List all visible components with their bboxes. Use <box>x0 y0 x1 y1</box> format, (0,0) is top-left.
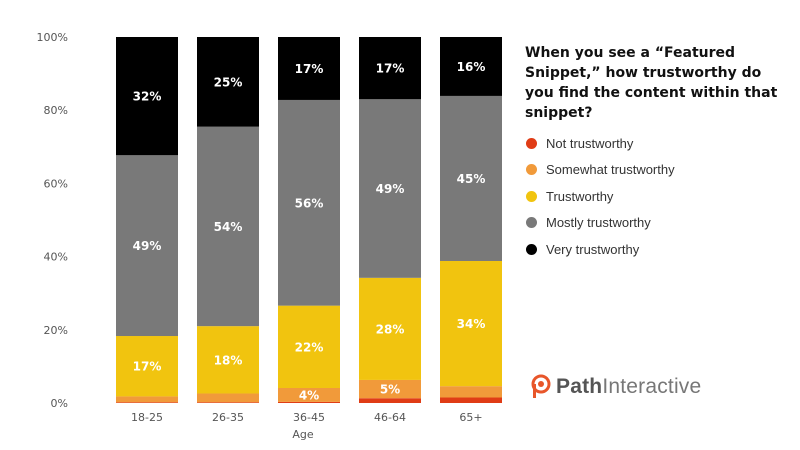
data-label: 32% <box>133 90 162 104</box>
bar-segment-not-trustworthy <box>359 398 421 403</box>
data-label: 49% <box>376 182 405 196</box>
data-label: 49% <box>133 239 162 253</box>
legend-swatch <box>526 243 537 255</box>
data-label: 5% <box>380 383 400 397</box>
bar-segment-trustworthy <box>278 305 340 388</box>
x-tick-label: 36-45 <box>293 411 325 424</box>
bar-column-18-25: 17% 49% 32% <box>116 37 178 403</box>
path-logo-icon <box>531 374 551 398</box>
bar-segment-mostly-trustworthy <box>197 126 259 327</box>
bar-segment-mostly-trustworthy <box>116 155 178 337</box>
legend-swatch <box>526 190 537 202</box>
legend-item: Very trustworthy <box>526 240 675 258</box>
bar-column-26-35: 18% 54% 25% <box>197 37 259 403</box>
bar-segment-trustworthy <box>359 277 421 380</box>
data-label: 17% <box>133 360 162 374</box>
bar-segment-somewhat-trustworthy <box>197 393 259 403</box>
bars: 17%49%32%18%54%25%4%22%56%17%5%28%49%17%… <box>116 37 502 403</box>
x-tick-label: 26-35 <box>212 411 244 424</box>
bar-segment-trustworthy <box>116 336 178 397</box>
x-tick-label: 18-25 <box>131 411 163 424</box>
bar-segment-somewhat-trustworthy <box>440 386 502 398</box>
bar-segment-very-trustworthy <box>197 37 259 127</box>
legend: Not trustworthy Somewhat trustworthy Trust… <box>526 134 675 267</box>
legend-label: Mostly trustworthy <box>546 215 651 230</box>
legend-swatch <box>526 164 537 175</box>
bar-segment-somewhat-trustworthy <box>359 379 421 399</box>
bar-column-46-64: 5% 28% 49% 17% <box>359 37 421 403</box>
data-label: 45% <box>457 172 486 186</box>
bar-column-65+: 34% 45% 16% <box>440 37 502 403</box>
legend-item: Somewhat trustworthy <box>526 161 675 179</box>
legend-item: Trustworthy <box>526 187 675 205</box>
data-label: 25% <box>214 75 243 89</box>
bar-column-36-45: 4% 22% 56% 17% <box>278 37 340 403</box>
bar-segment-not-trustworthy <box>278 401 340 403</box>
bar-segment-not-trustworthy <box>197 402 259 403</box>
bar-segment-very-trustworthy <box>359 37 421 100</box>
x-axis-title: Age <box>292 428 314 441</box>
y-tick-label: 100% <box>37 31 68 44</box>
y-tick-label: 40% <box>44 251 68 264</box>
data-label: 56% <box>295 196 324 210</box>
legend-label: Trustworthy <box>546 188 614 204</box>
data-label: 18% <box>214 353 243 367</box>
legend-label: Very trustworthy <box>546 241 640 257</box>
x-tick-label: 65+ <box>459 411 482 424</box>
legend-label: Somewhat trustworthy <box>546 162 675 177</box>
bar-segment-not-trustworthy <box>440 397 502 403</box>
bar-segment-somewhat-trustworthy <box>116 396 178 403</box>
bar-segment-somewhat-trustworthy <box>278 387 340 402</box>
legend-swatch <box>526 217 537 228</box>
y-tick-label: 60% <box>44 177 68 190</box>
bar-segment-mostly-trustworthy <box>440 95 502 261</box>
bar-segment-very-trustworthy <box>440 37 502 96</box>
x-tick-label: 46-64 <box>374 411 406 424</box>
data-label: 17% <box>295 62 324 76</box>
legend-item: Not trustworthy <box>526 134 675 152</box>
brand-name-interactive: Interactive <box>602 375 702 398</box>
y-tick-label: 20% <box>44 324 68 337</box>
data-label: 28% <box>376 322 405 336</box>
chart-title: When you see a “Featured Snippet,” how t… <box>525 45 778 121</box>
legend-swatch <box>526 137 537 149</box>
data-label: 17% <box>376 62 405 76</box>
bar-segment-mostly-trustworthy <box>359 99 421 278</box>
bar-segment-trustworthy <box>197 326 259 394</box>
y-axis: 0% 20% 40% 60% 80% 100% <box>37 31 68 410</box>
bar-segment-trustworthy <box>440 260 502 387</box>
y-tick-label: 0% <box>51 397 68 410</box>
brand-logo: PathInteractive <box>531 374 701 400</box>
y-tick-label: 80% <box>44 104 68 117</box>
bar-segment-mostly-trustworthy <box>278 99 340 306</box>
data-label: 4% <box>299 388 319 402</box>
bar-segment-very-trustworthy <box>278 37 340 100</box>
legend-label: Not trustworthy <box>546 135 634 151</box>
brand-name-path: Path <box>556 375 603 398</box>
legend-item: Mostly trustworthy <box>526 214 675 232</box>
x-axis: 18-25 26-35 36-45 46-64 65+ <box>131 411 483 424</box>
data-label: 22% <box>295 340 324 354</box>
bar-segment-not-trustworthy <box>116 402 178 403</box>
data-label: 34% <box>457 317 486 331</box>
bar-segment-very-trustworthy <box>116 37 178 156</box>
data-label: 54% <box>214 220 243 234</box>
data-label: 16% <box>457 60 486 74</box>
